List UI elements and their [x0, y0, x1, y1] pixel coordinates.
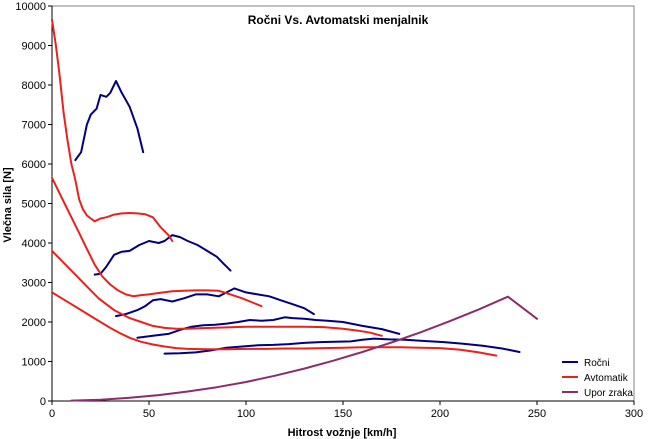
- y-tick-label: 10000: [15, 1, 46, 13]
- y-tick-label: 6000: [22, 159, 46, 171]
- legend-label: Avtomatik: [584, 373, 629, 384]
- x-tick-label: 300: [625, 408, 643, 420]
- y-axis-title: Vlečna sila [N]: [2, 167, 14, 243]
- y-tick-label: 1000: [22, 357, 46, 369]
- y-tick-label: 4000: [22, 238, 46, 250]
- legend: Ročni Avtomatik Upor zraka: [562, 358, 633, 399]
- series-line-ro-ni-1: [93, 234, 232, 276]
- y-tick-label: 9000: [22, 41, 46, 53]
- series-line-avtomatik-5: [51, 18, 174, 242]
- y-tick-label: 3000: [22, 278, 46, 290]
- series-line-avtomatik-8: [51, 291, 498, 357]
- series-line-upor-zraka-9: [70, 295, 538, 402]
- series-line-avtomatik-7: [51, 249, 383, 337]
- x-tick-label: 50: [143, 408, 155, 420]
- x-tick-label: 100: [237, 408, 255, 420]
- x-tick-label: 250: [528, 408, 546, 420]
- chart-title: Ročni Vs. Avtomatski menjalnik: [248, 13, 429, 27]
- series-line-avtomatik-6: [51, 176, 263, 308]
- x-tick-label: 0: [49, 408, 55, 420]
- legend-label: Upor zraka: [584, 388, 633, 399]
- x-tick-label: 150: [334, 408, 352, 420]
- series-line-ro-ni-0: [74, 80, 145, 162]
- y-tick-label: 2000: [22, 317, 46, 329]
- y-tick-label: 5000: [22, 199, 46, 211]
- x-axis-title: Hitrost vožnje [km/h]: [288, 427, 397, 439]
- series-line-ro-ni-2: [115, 287, 315, 318]
- y-tick-label: 8000: [22, 80, 46, 92]
- legend-label: Ročni: [584, 358, 610, 369]
- y-tick-label: 7000: [22, 120, 46, 132]
- x-tick-label: 200: [431, 408, 449, 420]
- series-layer: [51, 18, 538, 402]
- axes: 0100020003000400050006000700080009000100…: [15, 1, 643, 420]
- y-tick-label: 0: [40, 396, 46, 408]
